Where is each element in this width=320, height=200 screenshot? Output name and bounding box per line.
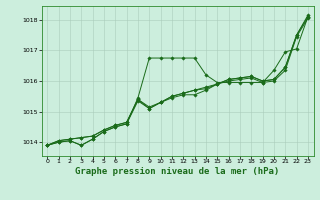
X-axis label: Graphe pression niveau de la mer (hPa): Graphe pression niveau de la mer (hPa) (76, 167, 280, 176)
